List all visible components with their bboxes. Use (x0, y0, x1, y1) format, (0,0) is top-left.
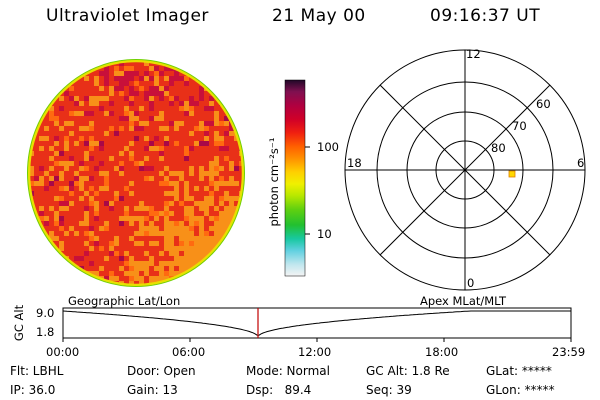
lat-label-60: 60 (536, 97, 551, 111)
gain-readout: Gain: 13 (127, 383, 178, 397)
uv-image (27, 59, 245, 287)
lat-label-80: 80 (491, 141, 506, 155)
colorbar-tick-100: 100 (317, 140, 339, 154)
lat-label-70: 70 (512, 119, 527, 133)
timeline-x-tick-0600: 06:00 (172, 345, 206, 359)
ip-readout: IP: 36.0 (10, 383, 56, 397)
timeline-x-tick-1200: 12:00 (298, 345, 332, 359)
timeline-x-tick-2359: 23:59 (552, 345, 586, 359)
app-title: Ultraviolet Imager (46, 6, 209, 26)
polar-plot (344, 49, 586, 291)
timeline-x-tick-0000: 00:00 (46, 345, 80, 359)
timeline-right-caption: Apex MLat/MLT (420, 294, 507, 308)
time-label: 09:16:37 UT (430, 6, 541, 26)
filter-readout: Flt: LBHL (10, 364, 64, 378)
colorbar-unit-label: photon cm⁻²s⁻¹ (267, 137, 281, 227)
timeline-left-caption: Geographic Lat/Lon (68, 294, 181, 308)
glat-readout: GLat: ***** (486, 364, 552, 378)
date-label: 21 May 00 (272, 6, 366, 26)
mlt-label-12: 12 (466, 47, 481, 61)
door-readout: Door: Open (127, 364, 196, 378)
timeline-y-axis-label: GC Alt (12, 304, 26, 342)
gc-alt-readout: GC Alt: 1.8 Re (366, 364, 450, 378)
mlt-label-18: 18 (347, 156, 362, 170)
dsp-readout: Dsp: 89.4 (246, 383, 312, 397)
colorbar-tick-10: 10 (317, 227, 332, 241)
glon-readout: GLon: ***** (486, 383, 555, 397)
seq-readout: Seq: 39 (366, 383, 412, 397)
polar-position-marker (508, 170, 516, 178)
timeline-x-tick-1800: 18:00 (425, 345, 459, 359)
color-scale-bar (284, 79, 310, 277)
timeline-y-tick-min: 1.8 (36, 325, 55, 339)
mlt-label-0: 0 (467, 276, 475, 290)
timeline-y-tick-max: 9.0 (36, 306, 55, 320)
mode-readout: Mode: Normal (246, 364, 330, 378)
timeline-plot (62, 307, 572, 342)
mlt-label-6: 6 (577, 156, 585, 170)
